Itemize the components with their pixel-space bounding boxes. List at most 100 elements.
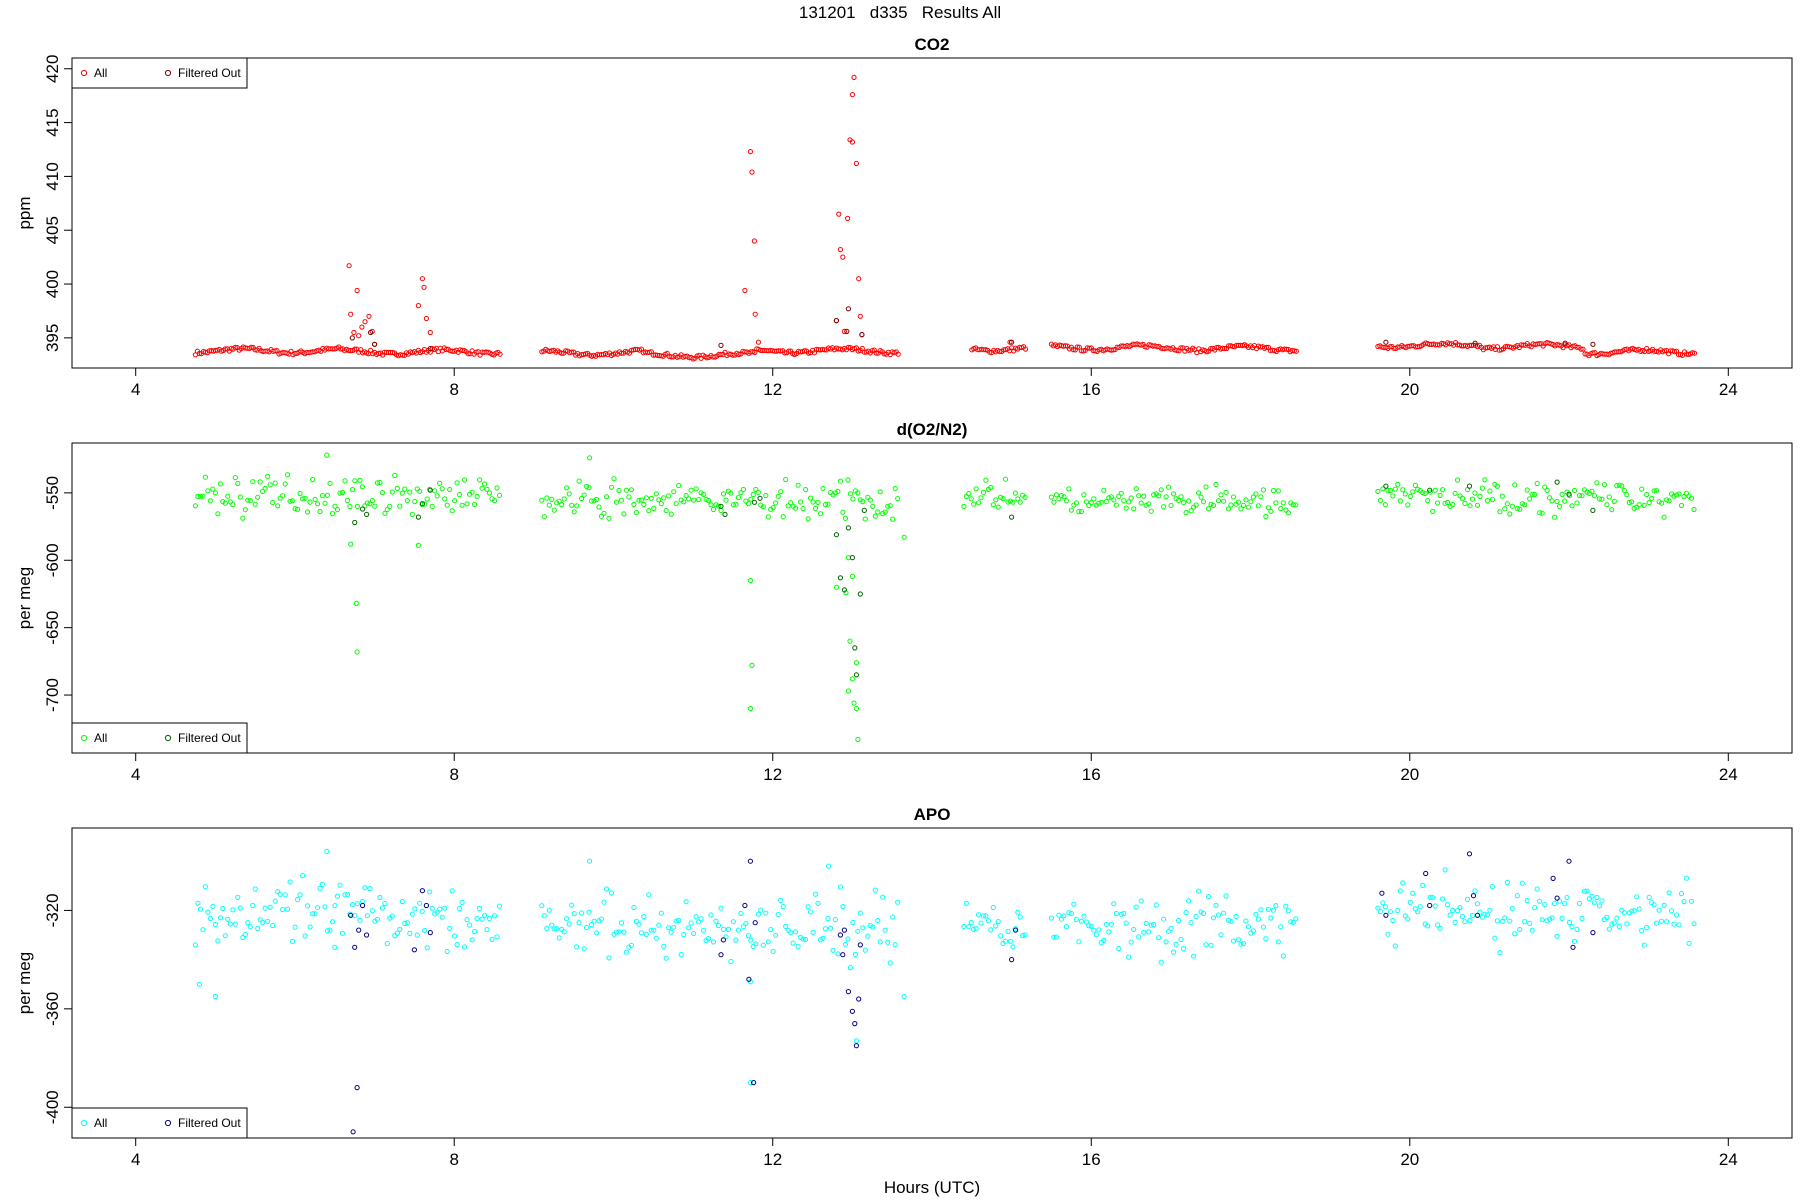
data-point-filtered — [1383, 912, 1389, 918]
data-point-all — [1634, 894, 1640, 900]
data-point-all — [901, 993, 907, 1000]
data-point-filtered — [841, 927, 848, 933]
data-point-all — [1255, 916, 1262, 922]
data-point-all — [715, 923, 722, 929]
data-point-all — [895, 496, 901, 502]
data-point-all — [1268, 508, 1274, 514]
page-title: 131201 d335 Results All — [798, 3, 1002, 22]
data-point-all — [1250, 928, 1257, 934]
data-point-all — [1437, 492, 1443, 498]
data-point-all — [815, 900, 821, 907]
data-point-all — [1576, 492, 1583, 498]
data-point-all — [1514, 505, 1520, 511]
data-point-all — [803, 487, 809, 493]
x-tick-label: 20 — [1400, 1150, 1419, 1169]
data-point-all — [280, 493, 286, 499]
data-point-all — [1116, 946, 1122, 952]
data-point-all — [1377, 497, 1384, 503]
data-point-all — [1594, 894, 1600, 901]
data-point-all — [1148, 922, 1154, 928]
data-point-all — [377, 894, 383, 901]
data-point-all — [763, 492, 769, 499]
data-point-all — [782, 350, 788, 356]
data-point-all — [1442, 500, 1448, 506]
data-point-all — [1073, 500, 1080, 506]
data-point-all — [849, 92, 856, 98]
data-point-all — [382, 900, 388, 907]
data-point-all — [1524, 487, 1530, 493]
data-point-all — [232, 344, 238, 350]
data-point-all — [1377, 908, 1384, 915]
data-point-all — [646, 892, 652, 898]
data-point-all — [788, 500, 794, 506]
data-point-all — [412, 906, 418, 912]
data-point-all — [1472, 490, 1478, 496]
data-point-all — [367, 501, 373, 507]
data-point-all — [658, 910, 664, 916]
data-point-all — [324, 452, 330, 458]
data-point-filtered — [833, 318, 840, 324]
data-point-all — [574, 503, 580, 509]
legend-box — [71, 722, 248, 754]
data-point-all — [1106, 929, 1112, 935]
data-point-all — [319, 881, 326, 887]
data-point-filtered — [1550, 875, 1556, 882]
data-point-all — [1671, 493, 1677, 499]
data-point-all — [820, 935, 826, 941]
legend-label-all: All — [94, 731, 107, 745]
data-point-all — [1168, 502, 1174, 509]
data-point-all — [666, 493, 672, 499]
data-point-all — [1469, 496, 1476, 502]
data-point-filtered — [857, 942, 863, 948]
data-point-all — [1562, 900, 1568, 907]
plot-frame — [71, 442, 1793, 754]
data-point-all — [327, 927, 333, 933]
data-point-all — [477, 477, 483, 483]
data-point-all — [998, 494, 1004, 500]
data-point-all — [1081, 492, 1087, 498]
data-point-all — [1230, 938, 1237, 944]
data-point-all — [1683, 875, 1690, 881]
data-point-all — [432, 488, 438, 494]
data-point-all — [1499, 493, 1505, 499]
data-point-all — [1477, 909, 1483, 915]
data-point-all — [1626, 499, 1632, 506]
data-point-all — [1188, 920, 1194, 926]
legend-marker-filtered — [164, 69, 172, 77]
data-point-all — [1427, 894, 1433, 901]
data-point-all — [1248, 499, 1254, 505]
y-tick-label: 415 — [43, 108, 62, 136]
data-point-all — [800, 506, 806, 512]
data-point-all — [1196, 490, 1202, 496]
data-point-all — [775, 912, 781, 918]
y-axis-label: ppm — [15, 196, 34, 229]
data-point-all — [877, 489, 883, 495]
data-point-all — [359, 898, 365, 904]
data-point-all — [374, 916, 380, 923]
data-point-all — [290, 498, 296, 504]
data-point-all — [1489, 496, 1496, 503]
data-point-all — [310, 911, 316, 917]
data-point-all — [971, 926, 977, 933]
x-tick-label: 20 — [1400, 380, 1419, 399]
data-point-all — [760, 504, 766, 510]
data-point-all — [852, 951, 859, 958]
legend-label-filtered: Filtered Out — [178, 66, 241, 80]
data-point-all — [1171, 949, 1177, 955]
data-point-all — [429, 905, 435, 911]
data-point-all — [855, 928, 861, 934]
data-point-all — [1156, 493, 1162, 499]
data-point-all — [305, 903, 311, 909]
data-point-all — [1240, 941, 1247, 947]
data-point-all — [857, 910, 863, 916]
data-point-all — [865, 933, 871, 939]
data-point-all — [352, 346, 358, 352]
data-point-all — [255, 925, 261, 932]
data-point-all — [1268, 915, 1274, 921]
data-point-all — [1218, 492, 1224, 498]
data-point-all — [394, 930, 400, 936]
data-point-all — [773, 932, 779, 938]
data-point-all — [780, 514, 786, 520]
data-point-all — [847, 965, 854, 971]
data-point-all — [1482, 477, 1488, 483]
